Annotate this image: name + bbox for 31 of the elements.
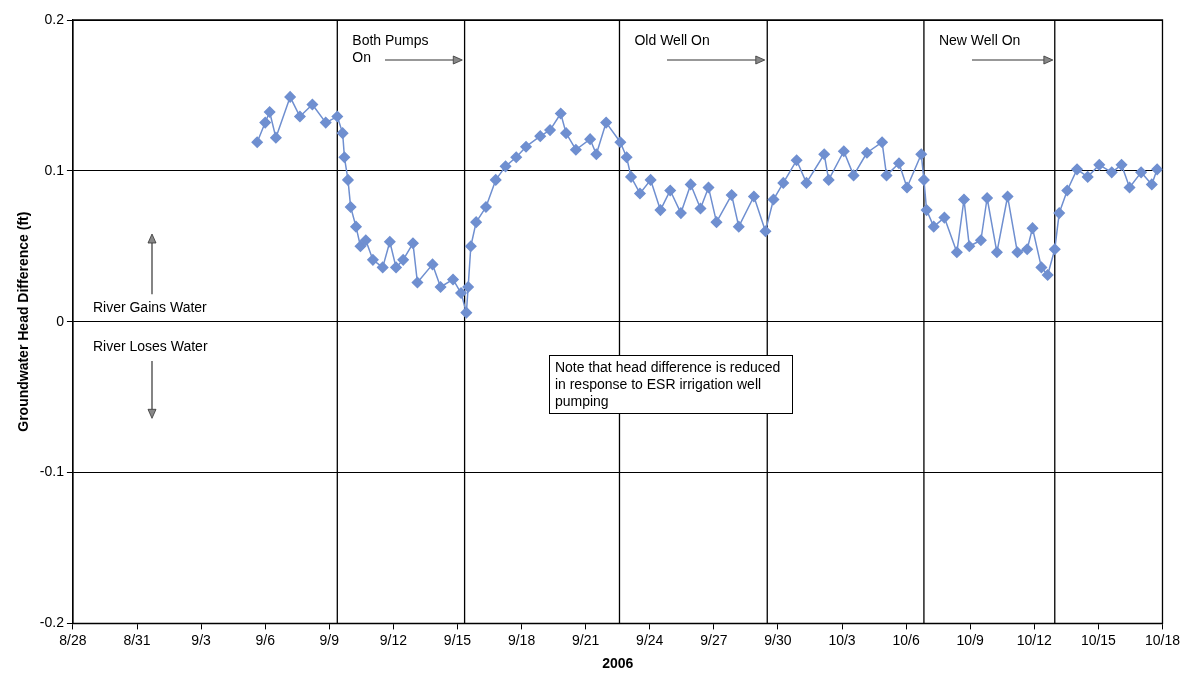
x-tick-label: 10/12: [1016, 631, 1053, 648]
annotation: River Gains Water: [92, 298, 207, 316]
y-tick-label: 0.1: [44, 161, 65, 178]
y-tick-label: -0.1: [39, 463, 65, 480]
x-tick-label: 10/6: [892, 631, 920, 648]
x-tick-label: 9/3: [191, 631, 212, 648]
x-tick-label: 9/21: [572, 631, 600, 648]
x-tick-label: 10/3: [828, 631, 856, 648]
x-tick-label: 8/31: [123, 631, 151, 648]
x-tick-label: 9/15: [443, 631, 472, 648]
annotation: Note that head difference is reduced in response to ESR irrigation well pumping: [548, 354, 793, 414]
x-tick-label: 9/18: [507, 631, 536, 648]
x-tick-label: 10/9: [956, 631, 985, 648]
ref-line-label: Old Well On: [634, 32, 710, 49]
x-tick-label: 10/15: [1080, 631, 1117, 648]
ref-line-label: New Well On: [938, 32, 1021, 49]
x-axis-title: 2006: [602, 655, 634, 672]
y-tick-label: 0: [56, 312, 65, 329]
annotation: River Loses Water: [92, 337, 208, 355]
x-tick-label: 9/9: [319, 631, 340, 648]
y-tick-label: 0.2: [44, 10, 65, 27]
ref-line-label: Both Pumps On: [352, 32, 430, 66]
x-tick-label: 9/24: [636, 631, 664, 648]
x-tick-label: 8/28: [59, 631, 87, 648]
x-tick-label: 9/30: [764, 631, 792, 648]
x-tick-label: 9/6: [255, 631, 276, 648]
y-axis-title: Groundwater Head Difference (ft): [15, 211, 32, 432]
x-tick-label: 9/12: [379, 631, 408, 648]
x-tick-label: 10/18: [1144, 631, 1181, 648]
y-tick-label: -0.2: [39, 614, 65, 631]
x-tick-label: 9/27: [700, 631, 728, 648]
